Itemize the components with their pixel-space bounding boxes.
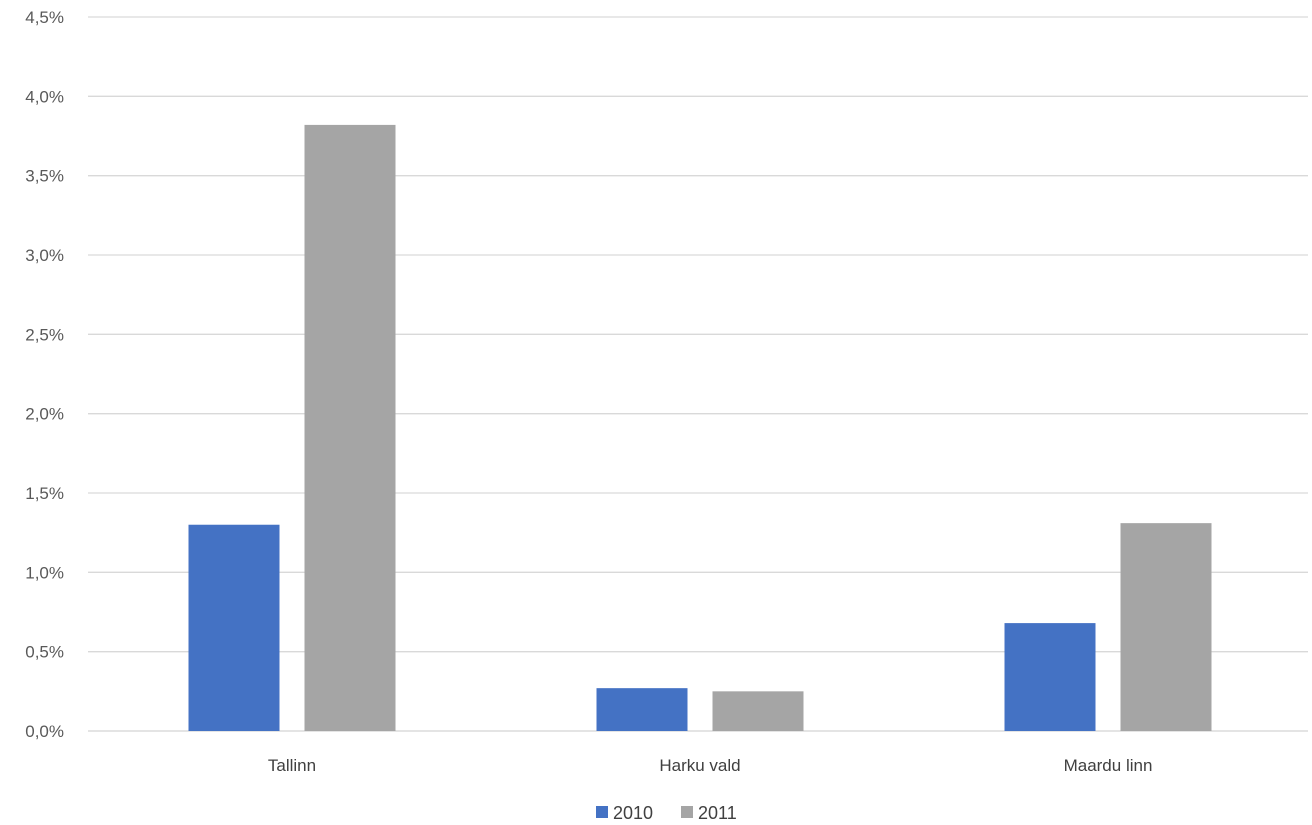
y-tick-label: 3,0% bbox=[25, 246, 64, 265]
y-axis-tick-labels: 0,0% 0,5% 1,0% 1,5% 2,0% 2,5% 3,0% 3,5% 4,0% 4,5% bbox=[25, 8, 64, 741]
bar-2010-harku-vald bbox=[596, 688, 688, 731]
x-axis-category-labels: Tallinn Harku vald Maardu linn bbox=[268, 756, 1153, 775]
x-category-label: Maardu linn bbox=[1064, 756, 1153, 775]
bar-2010-maardu-linn bbox=[1004, 623, 1096, 731]
gridlines bbox=[88, 16, 1308, 732]
y-tick-label: 1,0% bbox=[25, 563, 64, 582]
y-tick-label: 2,5% bbox=[25, 325, 64, 344]
y-tick-label: 3,5% bbox=[25, 167, 64, 186]
bar-2011-harku-vald bbox=[712, 691, 804, 731]
y-tick-label: 0,0% bbox=[25, 722, 64, 741]
legend-label: 2010 bbox=[613, 803, 653, 823]
y-tick-label: 4,5% bbox=[25, 8, 64, 27]
legend-label: 2011 bbox=[698, 803, 737, 823]
legend-swatch bbox=[596, 806, 608, 818]
bar-2011-tallinn bbox=[304, 124, 396, 732]
bar-2010-tallinn bbox=[188, 524, 280, 731]
legend: 2010 2011 bbox=[596, 803, 737, 823]
x-category-label: Harku vald bbox=[659, 756, 740, 775]
y-tick-label: 1,5% bbox=[25, 484, 64, 503]
legend-swatch bbox=[681, 806, 693, 818]
y-tick-label: 2,0% bbox=[25, 405, 64, 424]
y-tick-label: 0,5% bbox=[25, 643, 64, 662]
bar-2011-maardu-linn bbox=[1120, 523, 1212, 731]
x-category-label: Tallinn bbox=[268, 756, 316, 775]
y-tick-label: 4,0% bbox=[25, 87, 64, 106]
bars bbox=[188, 124, 1212, 732]
